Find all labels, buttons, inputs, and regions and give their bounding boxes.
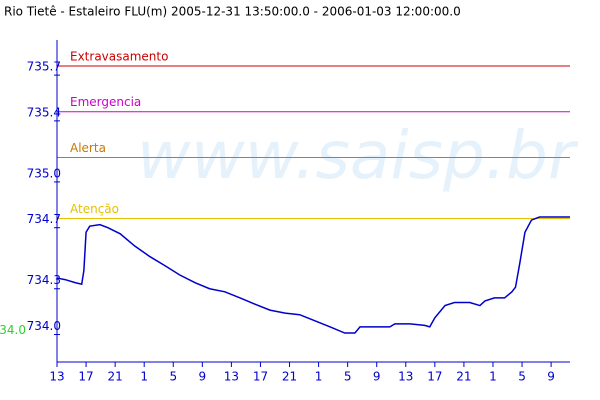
y-tick-label: 735.7 xyxy=(27,60,61,74)
x-tick-label: 17 xyxy=(253,370,268,384)
chart-title: Rio Tietê - Estaleiro FLU(m) 2005-12-31 … xyxy=(4,5,461,19)
x-tick-label: 17 xyxy=(427,370,442,384)
x-tick-label: 21 xyxy=(456,370,471,384)
data-line xyxy=(56,216,570,334)
x-tick-label: 13 xyxy=(224,370,239,384)
x-tick-label: 13 xyxy=(49,370,64,384)
x-tick-label: 5 xyxy=(518,370,526,384)
x-tick-label: 5 xyxy=(344,370,352,384)
x-tick-label: 13 xyxy=(398,370,413,384)
y-tick-label: 734.3 xyxy=(27,273,61,287)
threshold-label: Emergencia xyxy=(70,95,141,109)
x-tick-label: 17 xyxy=(78,370,93,384)
x-tick-label: 1 xyxy=(489,370,497,384)
x-tick-label: 21 xyxy=(107,370,122,384)
x-tick-label: 1 xyxy=(140,370,148,384)
side-label: 734.0 xyxy=(0,323,26,337)
threshold-label: Atenção xyxy=(70,202,119,216)
threshold-label: Extravasamento xyxy=(70,49,168,63)
y-tick-label: 734.7 xyxy=(27,212,61,226)
threshold-label: Alerta xyxy=(70,141,106,155)
y-tick-label: 735.4 xyxy=(27,105,61,119)
y-tick-label: 735.0 xyxy=(27,166,61,180)
x-tick-label: 9 xyxy=(373,370,381,384)
watermark: www.saisp.br xyxy=(137,117,579,194)
x-tick-label: 5 xyxy=(169,370,177,384)
x-tick-label: 21 xyxy=(282,370,297,384)
x-tick-label: 9 xyxy=(199,370,207,384)
x-tick-label: 9 xyxy=(547,370,555,384)
x-tick-label: 1 xyxy=(315,370,323,384)
y-tick-label: 734.0 xyxy=(27,319,61,333)
